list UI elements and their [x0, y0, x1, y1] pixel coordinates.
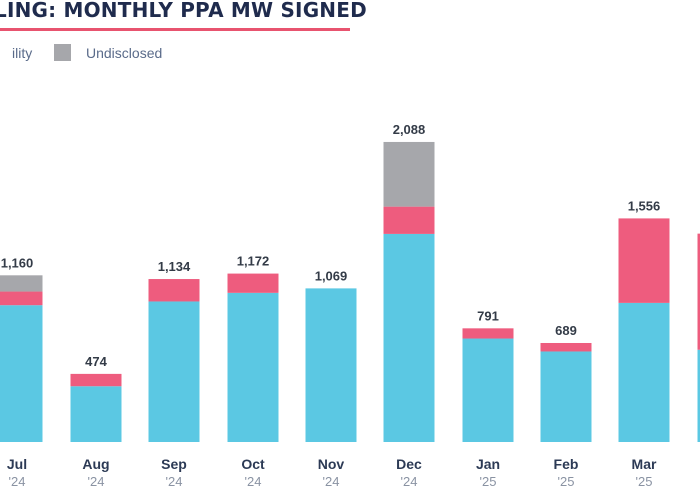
x-tick-year-label: '24 — [88, 474, 105, 489]
bar-segment-secondary — [697, 233, 700, 350]
bar-segment-primary — [148, 301, 200, 442]
x-tick-month-label: Feb — [554, 456, 579, 472]
bar-segment-secondary — [148, 279, 200, 302]
x-tick-month-label: Jan — [476, 456, 500, 472]
x-tick-month-label: Dec — [396, 456, 422, 472]
bar-segment-primary — [383, 233, 435, 442]
bar-segment-secondary — [462, 328, 514, 339]
legend-item-solar: ility — [0, 44, 32, 61]
x-tick-year-label: '24 — [401, 474, 418, 489]
x-tick-year-label: '24 — [166, 474, 183, 489]
bar-segment-undisclosed — [0, 275, 43, 292]
bar-total-label: 2,088 — [393, 122, 426, 137]
x-tick-year-label: '24 — [245, 474, 262, 489]
bar-total-label: 1,069 — [315, 268, 348, 283]
bar-segment-primary — [697, 349, 700, 442]
x-tick-month-label: Aug — [82, 456, 109, 472]
title-underline — [0, 28, 350, 31]
bar-segment-primary — [70, 386, 122, 442]
x-tick-year-label: '24 — [323, 474, 340, 489]
bar-segment-primary — [227, 292, 279, 442]
bar-total-label: 474 — [85, 354, 107, 369]
legend-label-solar: ility — [12, 44, 33, 61]
x-tick-month-label: Nov — [318, 456, 345, 472]
bar-total-label: 1,172 — [237, 254, 270, 269]
bar-segment-primary — [462, 338, 514, 442]
bar-total-label: 1,160 — [1, 255, 34, 270]
bar-segment-undisclosed — [383, 141, 435, 207]
x-tick-month-label: Sep — [161, 456, 187, 472]
bar-segment-secondary — [0, 291, 43, 306]
chart-title: LING: MONTHLY PPA MW SIGNED — [0, 0, 367, 22]
bar-segment-secondary — [383, 206, 435, 234]
x-tick-year-label: '25 — [480, 474, 497, 489]
x-tick-year-label: '25 — [636, 474, 653, 489]
bar-total-label: 1,134 — [158, 259, 191, 274]
x-tick-year-label: '25 — [558, 474, 575, 489]
bar-segment-secondary — [227, 273, 279, 293]
bar-segment-primary — [618, 302, 670, 442]
x-tick-month-label: Mar — [632, 456, 657, 472]
bar-segment-secondary — [70, 373, 122, 387]
bar-total-label: 689 — [555, 323, 577, 338]
x-tick-month-label: Jul — [7, 456, 27, 472]
x-tick-month-label: Oct — [241, 456, 265, 472]
legend-label-undisclosed: Undisclosed — [86, 44, 163, 61]
bar-segment-primary — [0, 305, 43, 442]
bar-segment-secondary — [618, 218, 670, 303]
bar-segment-secondary — [540, 342, 592, 352]
legend-item-undisclosed: Undisclosed — [54, 44, 162, 61]
bar-segment-primary — [540, 351, 592, 442]
x-tick-year-label: '24 — [9, 474, 26, 489]
bar-total-label: 791 — [477, 308, 499, 323]
bar-segment-primary — [305, 288, 357, 442]
bar-total-label: 1,556 — [628, 198, 661, 213]
legend-swatch-undisclosed — [54, 44, 71, 61]
